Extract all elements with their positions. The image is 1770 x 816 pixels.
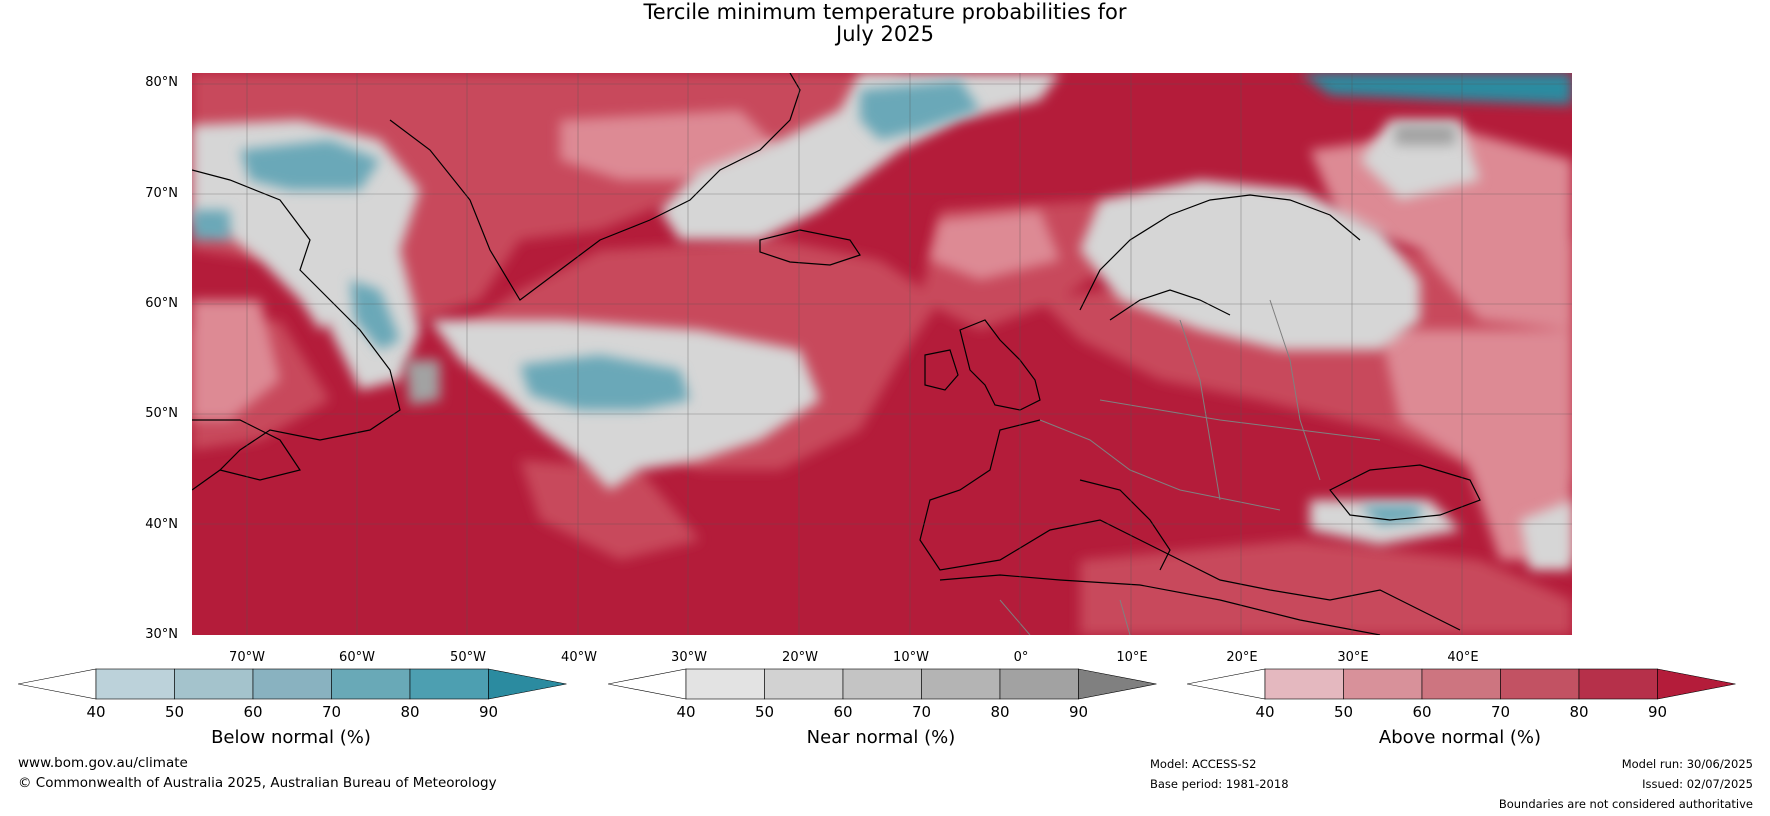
colorbar-below-tick-label: 40 (86, 703, 106, 721)
colorbar-below-tick-label: 80 (400, 703, 420, 721)
colorbar-label-near: Near normal (%) (806, 727, 956, 748)
colorbar-near-normal (608, 668, 1157, 700)
colorbar-label-below: Below normal (%) (211, 727, 371, 748)
colorbar-near-tick-label: 60 (833, 703, 853, 721)
lon-label-10w: 10°W (893, 650, 929, 665)
colorbar-above-normal (1187, 668, 1736, 700)
lat-label-50n: 50°N (145, 406, 178, 421)
footer-disclaimer: Boundaries are not considered authoritat… (1498, 797, 1753, 811)
lon-label-0: 0° (1013, 650, 1029, 665)
colorbar-below-segment (252, 668, 332, 700)
coastlines (192, 73, 1481, 635)
footer-issued: Issued: 02/07/2025 (1642, 777, 1753, 791)
borders (999, 299, 1381, 635)
colorbar-above-tick-label: 80 (1569, 703, 1589, 721)
lat-label-60n: 60°N (145, 296, 178, 311)
lon-label-70w: 70°W (229, 650, 265, 665)
colorbar-above-segment (1264, 668, 1344, 700)
colorbar-above-segment (1421, 668, 1501, 700)
footer-model-run: Model run: 30/06/2025 (1621, 757, 1753, 771)
colorbar-near-segment (999, 668, 1079, 700)
lon-label-20w: 20°W (782, 650, 818, 665)
colorbar-above-extend-low (1187, 668, 1266, 700)
map-title-line-1: Tercile minimum temperature probabilitie… (643, 0, 1127, 24)
colorbar-above-segment (1343, 668, 1423, 700)
colorbar-above-tick-label: 50 (1333, 703, 1354, 721)
colorbar-near-segment (921, 668, 1001, 700)
lon-label-40w: 40°W (561, 650, 597, 665)
colorbar-label-above: Above normal (%) (1378, 727, 1542, 748)
colorbar-above-segment (1500, 668, 1580, 700)
colorbar-below-segment (331, 668, 411, 700)
lat-label-40n: 40°N (145, 517, 178, 532)
colorbar-near-extend-high (1078, 668, 1157, 700)
colorbar-near-segment (685, 668, 765, 700)
field-near-dark (405, 125, 1455, 405)
colorbar-below-normal (18, 668, 567, 700)
colorbar-near-segment (842, 668, 922, 700)
map-field (192, 73, 1572, 635)
colorbar-above-tick-label: 70 (1490, 703, 1511, 721)
lon-label-10e: 10°E (1116, 650, 1148, 665)
colorbar-below-segment (174, 668, 254, 700)
colorbar-near-tick-label: 40 (676, 703, 696, 721)
colorbar-below-tick-label: 60 (243, 703, 263, 721)
colorbar-near-segment (764, 668, 844, 700)
colorbar-near-tick-label: 90 (1068, 703, 1089, 721)
lat-label-30n: 30°N (145, 627, 178, 642)
colorbar-above-extend-high (1657, 668, 1736, 700)
colorbar-above-segment (1578, 668, 1658, 700)
colorbar-below-extend-low (18, 668, 97, 700)
colorbar-below-segment (409, 668, 489, 700)
colorbar-below-tick-label: 70 (321, 703, 342, 721)
footer-base-period: Base period: 1981-2018 (1150, 777, 1289, 791)
colorbar-above-tick-label: 40 (1255, 703, 1275, 721)
gridlines (192, 73, 1572, 635)
lon-label-50w: 50°W (450, 650, 486, 665)
colorbar-below-tick-label: 90 (478, 703, 499, 721)
lon-label-20e: 20°E (1226, 650, 1258, 665)
lon-label-30e: 30°E (1337, 650, 1369, 665)
lon-label-30w: 30°W (671, 650, 707, 665)
field-above-light (192, 110, 1572, 560)
footer-copyright: © Commonwealth of Australia 2025, Austra… (18, 775, 497, 791)
colorbar-above-tick-label: 60 (1412, 703, 1432, 721)
lon-label-40e: 40°E (1447, 650, 1479, 665)
footer-website: www.bom.gov.au/climate (18, 755, 188, 771)
colorbar-near-extend-low (608, 668, 687, 700)
colorbar-near-tick-label: 50 (754, 703, 775, 721)
field-below-normal (192, 73, 1572, 525)
colorbar-below-tick-label: 50 (164, 703, 185, 721)
colorbar-above-tick-label: 90 (1647, 703, 1668, 721)
lat-label-70n: 70°N (145, 186, 178, 201)
map-title-line-2: July 2025 (836, 22, 934, 46)
colorbar-below-extend-high (488, 668, 567, 700)
lat-label-80n: 80°N (145, 75, 178, 90)
colorbar-near-tick-label: 80 (990, 703, 1010, 721)
footer-model: Model: ACCESS-S2 (1150, 757, 1257, 771)
colorbar-below-segment (95, 668, 175, 700)
colorbar-near-tick-label: 70 (911, 703, 932, 721)
lon-label-60w: 60°W (339, 650, 375, 665)
